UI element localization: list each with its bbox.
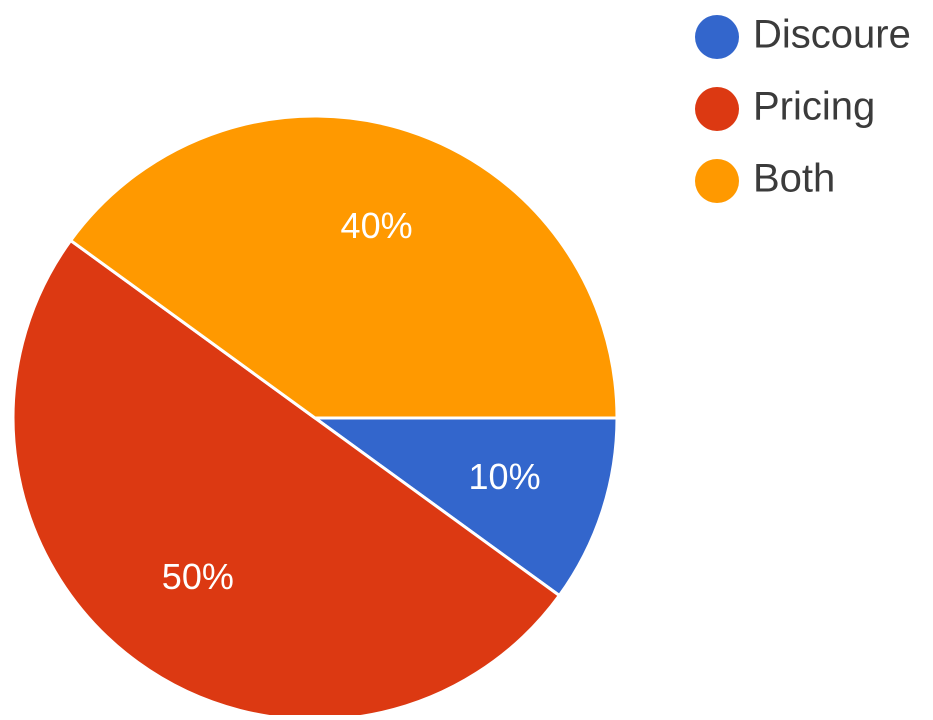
slice-value-label: 10% [469, 456, 541, 497]
legend-label-discoure[interactable]: Discoure [753, 13, 911, 57]
pie-slice-labels: 10% 50% 40% [162, 205, 541, 597]
pie-slice-pricing[interactable] [11, 238, 561, 720]
legend-swatch-pricing [695, 87, 739, 131]
legend-swatch-both [695, 159, 739, 203]
pie-slice-both[interactable] [69, 114, 619, 420]
legend: Discoure Pricing Both [695, 13, 911, 203]
pie-slices [11, 114, 619, 720]
legend-swatch-discoure [695, 15, 739, 59]
legend-label-pricing[interactable]: Pricing [753, 85, 875, 129]
pie-slice-discoure[interactable] [313, 416, 619, 598]
legend-label-both[interactable]: Both [753, 157, 835, 201]
slice-value-label: 50% [162, 556, 234, 597]
slice-value-label: 40% [341, 205, 413, 246]
